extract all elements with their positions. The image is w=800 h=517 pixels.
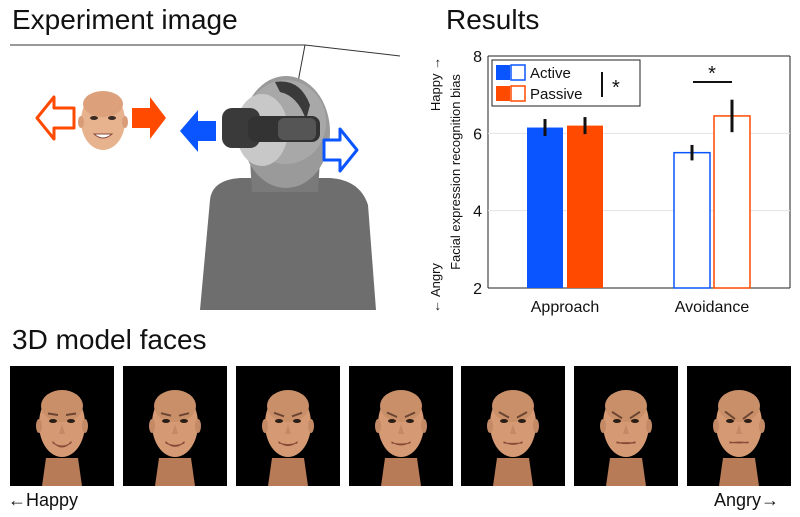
legend-passive-swatch-outline	[510, 85, 526, 102]
faces-title: 3D model faces	[12, 324, 207, 355]
bar-avoidance-active	[673, 151, 711, 289]
passive-arrow-left-icon	[35, 95, 76, 141]
y-tick-label: 2	[473, 281, 482, 298]
happy-end-label: ←Happy	[8, 490, 79, 510]
bar-approach-passive	[567, 125, 603, 288]
legend: Active Passive *	[491, 59, 641, 107]
face-icon	[600, 390, 652, 486]
legend-significance-star: *	[612, 77, 620, 99]
experiment-title: Experiment image	[12, 4, 238, 35]
face-icon	[487, 390, 539, 486]
legend-active-swatch-filled	[496, 65, 510, 80]
face-panel	[349, 366, 453, 486]
face-panel	[461, 366, 565, 486]
face-panel	[687, 366, 791, 486]
legend-passive-swatch-filled	[496, 86, 510, 101]
face-icon	[713, 390, 765, 486]
bar-approach-active	[527, 127, 563, 289]
experiment-illustration	[10, 44, 401, 310]
face-panel	[236, 366, 340, 486]
face-icon	[375, 390, 427, 486]
results-title: Results	[446, 4, 540, 35]
y-tick-label: 4	[473, 204, 482, 221]
active-arrow-left-icon	[180, 110, 216, 152]
results-chart: 2 4 6 8 Approach Avoidance Facial expression…	[428, 49, 791, 316]
legend-active-swatch-outline	[510, 64, 526, 81]
face-icon	[149, 390, 201, 486]
y-tick-label: 8	[473, 49, 482, 66]
face-panel	[10, 366, 114, 486]
y-axis-label: Facial expression recognition bias	[448, 74, 463, 270]
bar-avoidance-passive	[713, 115, 751, 289]
y-axis-label-top: Happy →	[428, 57, 443, 111]
face-panel	[123, 366, 227, 486]
angry-end-label: Angry→	[714, 490, 780, 510]
x-category-label: Avoidance	[675, 299, 750, 316]
hmd-cable-drop	[297, 44, 306, 83]
legend-passive-label: Passive	[530, 86, 583, 103]
passive-arrow-right-icon	[132, 97, 166, 139]
stimulus-face-icon	[78, 91, 128, 150]
legend-active-label: Active	[530, 65, 571, 82]
face-icon	[36, 390, 88, 486]
face-panel	[574, 366, 678, 486]
y-axis-label-bottom: ← Angry	[428, 263, 443, 313]
face-icon	[262, 390, 314, 486]
active-arrow-right-icon	[322, 127, 359, 173]
y-tick-label: 6	[473, 126, 482, 143]
x-category-label: Approach	[531, 299, 600, 316]
participant-silhouette-icon	[200, 76, 376, 310]
significance-star: *	[708, 63, 716, 85]
